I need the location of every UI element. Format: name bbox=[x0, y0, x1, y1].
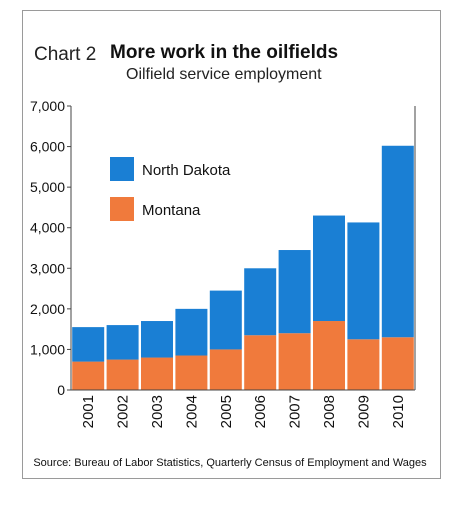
bar-montana-2007 bbox=[278, 333, 311, 390]
x-tick-label-2009: 2009 bbox=[355, 395, 372, 428]
bar-north-dakota-2009 bbox=[347, 222, 380, 340]
y-tick-label-4000: 4,000 bbox=[30, 220, 65, 236]
bar-north-dakota-2006 bbox=[244, 268, 277, 336]
x-tick-label-2010: 2010 bbox=[390, 395, 407, 428]
y-tick-label-2000: 2,000 bbox=[30, 301, 65, 317]
x-tick-label-2004: 2004 bbox=[183, 395, 200, 428]
source-note: Source: Bureau of Labor Statistics, Quar… bbox=[33, 457, 427, 469]
bar-north-dakota-2004 bbox=[175, 308, 208, 356]
legend-swatch-montana bbox=[110, 197, 134, 221]
x-tick-label-2007: 2007 bbox=[287, 395, 304, 428]
y-tick-label-0: 0 bbox=[57, 382, 65, 398]
legend-label-montana: Montana bbox=[142, 202, 201, 219]
bar-montana-2001 bbox=[72, 361, 105, 390]
bar-montana-2005 bbox=[209, 349, 242, 390]
bar-north-dakota-2001 bbox=[72, 327, 105, 362]
y-tick-label-6000: 6,000 bbox=[30, 139, 65, 155]
bar-north-dakota-2010 bbox=[381, 145, 414, 338]
x-tick-label-2003: 2003 bbox=[149, 395, 166, 428]
bar-montana-2008 bbox=[313, 321, 345, 390]
x-tick-label-2002: 2002 bbox=[115, 395, 132, 428]
bar-north-dakota-2007 bbox=[278, 250, 311, 334]
y-tick-label-3000: 3,000 bbox=[30, 260, 65, 276]
x-tick-label-2006: 2006 bbox=[252, 395, 269, 428]
x-tick-label-2005: 2005 bbox=[218, 395, 235, 428]
bar-north-dakota-2005 bbox=[209, 290, 242, 350]
bar-montana-2010 bbox=[381, 337, 414, 390]
axes-group: 2001 2002 2003 2004 2005 2006 2007 2008 2009 2010… bbox=[30, 98, 416, 428]
bar-montana-2006 bbox=[244, 335, 277, 390]
bar-montana-2002 bbox=[106, 359, 139, 390]
bar-montana-2004 bbox=[175, 355, 208, 390]
legend: North Dakota Montana bbox=[110, 157, 231, 221]
y-tick-label-7000: 7,000 bbox=[30, 98, 65, 114]
bar-montana-2003 bbox=[141, 357, 173, 390]
chart-subtitle: Oilfield service employment bbox=[126, 66, 322, 83]
bars-group bbox=[72, 145, 414, 390]
chart-title: More work in the oilfields bbox=[110, 42, 339, 63]
y-tick-label-5000: 5,000 bbox=[30, 179, 65, 195]
x-tick-label-2001: 2001 bbox=[80, 395, 97, 428]
bar-montana-2009 bbox=[347, 339, 380, 390]
bar-north-dakota-2003 bbox=[141, 321, 173, 358]
bar-north-dakota-2008 bbox=[313, 215, 345, 322]
x-tick-label-2008: 2008 bbox=[321, 395, 338, 428]
legend-swatch-north-dakota bbox=[110, 157, 134, 181]
bar-north-dakota-2002 bbox=[106, 325, 139, 360]
y-tick-label-1000: 1,000 bbox=[30, 341, 65, 357]
legend-label-north-dakota: North Dakota bbox=[142, 162, 231, 179]
chart-number-label: Chart 2 bbox=[34, 44, 97, 65]
